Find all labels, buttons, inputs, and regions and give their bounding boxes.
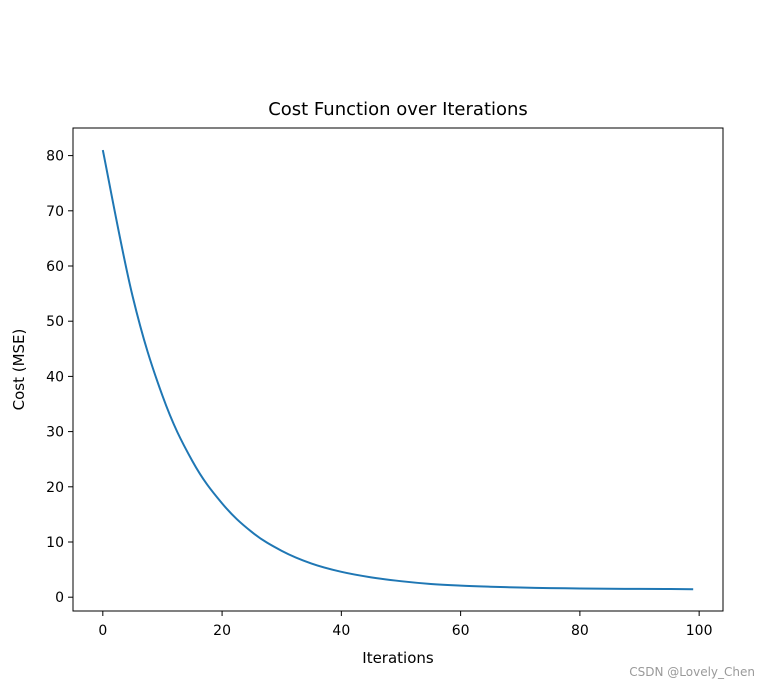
y-tick-label: 30 — [46, 425, 64, 441]
x-tick-label: 20 — [213, 623, 231, 639]
y-tick-label: 60 — [46, 259, 64, 275]
chart-title: Cost Function over Iterations — [268, 99, 528, 120]
x-axis-label: Iterations — [362, 649, 434, 667]
x-tick-label: 100 — [686, 623, 713, 639]
watermark: CSDN @Lovely_Chen — [629, 665, 755, 679]
y-tick-label: 0 — [55, 590, 64, 606]
y-tick-label: 80 — [46, 149, 64, 165]
y-tick-label: 20 — [46, 480, 64, 496]
plot-frame — [72, 127, 724, 612]
y-axis: 0 10 20 30 40 50 60 70 80 — [46, 149, 73, 606]
x-tick-label: 0 — [98, 623, 107, 639]
y-tick-label: 10 — [46, 535, 64, 551]
x-tick-label: 40 — [332, 623, 350, 639]
x-tick-label: 60 — [452, 623, 470, 639]
y-axis-label: Cost (MSE) — [10, 329, 28, 411]
x-axis: 0 20 40 60 80 100 — [98, 611, 713, 639]
y-tick-label: 40 — [46, 369, 64, 385]
series-line-0 — [101, 149, 694, 591]
plot-area — [72, 127, 724, 612]
y-tick-label: 70 — [46, 204, 64, 220]
series-layer — [101, 149, 694, 591]
y-tick-label: 50 — [46, 314, 64, 330]
x-tick-label: 80 — [571, 623, 589, 639]
